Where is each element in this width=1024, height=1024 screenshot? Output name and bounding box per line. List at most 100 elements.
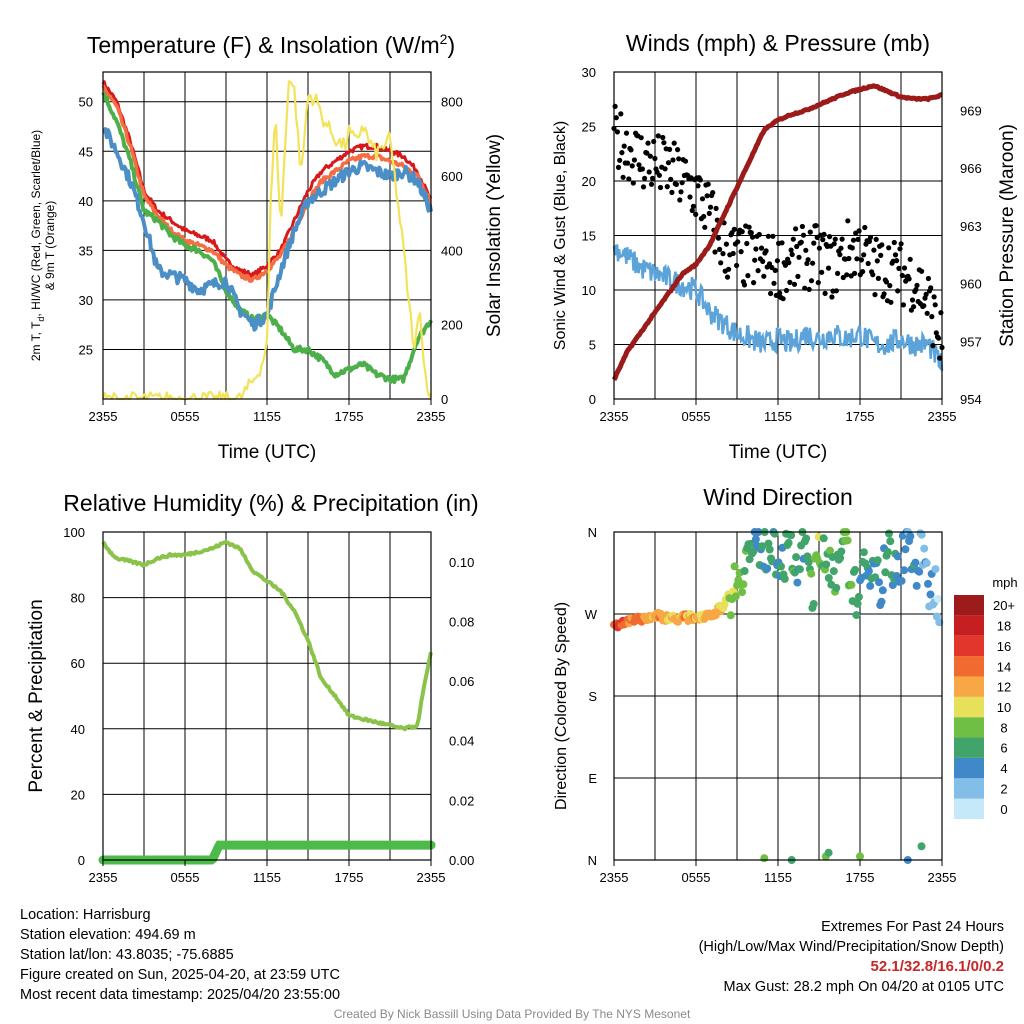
- gust-point: [808, 278, 815, 284]
- gust-point: [832, 236, 838, 242]
- gust-point: [909, 297, 916, 303]
- gust-point: [665, 160, 672, 166]
- x-tick-label: 1755: [335, 870, 364, 885]
- gust-point: [790, 236, 796, 242]
- chart-title: Winds (mph) & Pressure (mb): [626, 30, 930, 56]
- y2-tick-label: 954: [960, 392, 982, 407]
- direction-point: [770, 529, 779, 538]
- direction-point: [851, 565, 860, 574]
- direction-point: [837, 547, 846, 556]
- gust-point: [667, 146, 673, 152]
- gust-point: [749, 234, 756, 240]
- direction-point: [935, 618, 944, 627]
- x-tick-label: 0555: [171, 870, 200, 885]
- gust-point: [753, 246, 759, 252]
- gust-point: [845, 218, 851, 224]
- direction-point: [822, 560, 831, 569]
- x-tick-label: 2355: [417, 409, 446, 424]
- gust-point: [668, 176, 674, 182]
- gust-point: [813, 223, 819, 229]
- series-line: [101, 80, 433, 279]
- y-tick-label: 25: [582, 120, 596, 135]
- gust-point: [878, 252, 884, 258]
- direction-point: [911, 558, 920, 567]
- gust-point: [897, 246, 903, 252]
- gust-point: [779, 240, 785, 246]
- y-tick-label: 0: [589, 392, 596, 407]
- gust-point: [629, 163, 635, 169]
- x-tick-label: 1755: [846, 409, 875, 424]
- gust-point: [819, 269, 825, 275]
- gust-point: [874, 258, 880, 264]
- x-tick-label: 0555: [171, 409, 200, 424]
- gust-point: [661, 140, 667, 146]
- gust-point: [796, 254, 802, 260]
- y2-tick-label: 963: [960, 219, 982, 234]
- gust-point: [645, 140, 651, 146]
- direction-point: [836, 554, 845, 562]
- y-axis-label: Percent & Precipitation: [26, 599, 47, 792]
- gust-point: [705, 181, 711, 187]
- direction-point: [852, 611, 861, 620]
- direction-point: [866, 581, 875, 590]
- y-tick-label: S: [588, 689, 597, 704]
- gust-point: [769, 264, 775, 271]
- colorbar-swatch: [954, 635, 984, 657]
- gust-point: [615, 164, 622, 170]
- y2-tick-label: 957: [960, 334, 982, 349]
- gust-point: [723, 241, 730, 247]
- direction-point: [915, 567, 924, 576]
- y2-tick-label: 0.10: [449, 555, 474, 570]
- gust-point: [883, 279, 890, 285]
- y-tick-label: 15: [582, 229, 596, 244]
- gust-point: [614, 129, 621, 135]
- gust-point: [892, 252, 899, 258]
- colorbar-swatch: [954, 717, 984, 738]
- colorbar-label: 18: [997, 619, 1011, 634]
- gust-point: [770, 233, 776, 239]
- colorbar-swatch: [954, 737, 984, 758]
- y2-tick-label: 600: [441, 169, 463, 184]
- direction-point: [738, 588, 747, 597]
- x-tick-label: 2355: [600, 870, 629, 885]
- gust-point: [786, 260, 792, 266]
- direction-point: [883, 548, 892, 556]
- direction-point: [853, 599, 862, 608]
- gust-point: [798, 239, 804, 245]
- gust-point: [811, 240, 817, 246]
- gust-point: [789, 251, 795, 258]
- gust-point: [687, 194, 693, 200]
- gust-point: [919, 268, 925, 274]
- gust-point: [760, 258, 766, 264]
- direction-point: [859, 548, 868, 557]
- gust-point: [734, 262, 740, 269]
- y2-axis-label: Station Pressure (Maroon): [997, 124, 1018, 347]
- direction-point: [807, 569, 816, 578]
- y2-tick-label: 966: [960, 161, 982, 176]
- x-tick-label: 2355: [89, 409, 118, 424]
- y-tick-label: 50: [79, 95, 93, 110]
- colorbar-label: 8: [1000, 720, 1007, 735]
- gust-point: [657, 184, 664, 191]
- y2-axis-label: Solar Insolation (Yellow): [484, 134, 505, 337]
- colorbar-swatch: [954, 778, 984, 799]
- gust-point: [701, 213, 707, 220]
- direction-point: [893, 552, 902, 561]
- y-tick-label: 45: [79, 144, 93, 159]
- direction-point: [751, 535, 760, 544]
- gust-point: [690, 203, 697, 209]
- y2-tick-label: 969: [960, 103, 982, 118]
- gust-point: [670, 157, 676, 163]
- colorbar-label: 2: [1000, 781, 1007, 796]
- direction-point: [886, 537, 895, 546]
- colorbar-swatch: [954, 696, 984, 718]
- gust-point: [660, 134, 666, 141]
- gust-point: [671, 140, 677, 146]
- gust-point: [780, 296, 786, 302]
- colorbar-label: 20+: [993, 598, 1015, 613]
- direction-point: [901, 545, 910, 554]
- gust-point: [795, 273, 801, 279]
- gust-point: [652, 155, 658, 162]
- colorbar-swatch: [954, 798, 984, 819]
- pressure-line: [611, 83, 944, 382]
